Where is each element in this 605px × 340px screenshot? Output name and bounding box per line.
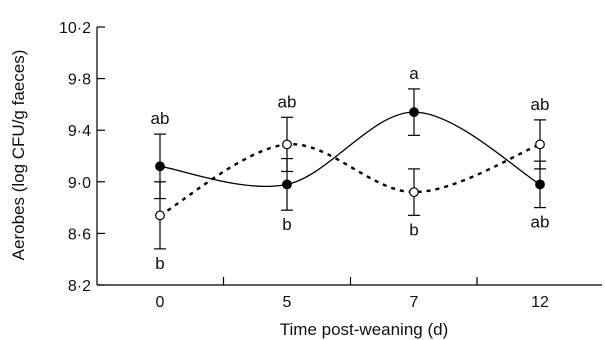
data-point xyxy=(409,107,419,118)
significance-label: b xyxy=(155,254,164,273)
data-point xyxy=(535,179,545,190)
y-tick-label: 9·8 xyxy=(68,72,91,89)
x-axis-label: Time post-weaning (d) xyxy=(280,320,449,339)
data-point xyxy=(155,161,165,172)
data-point xyxy=(282,179,292,190)
series-layer: ab b a ab b ab b ab xyxy=(151,64,550,273)
data-point xyxy=(535,139,545,150)
y-tick-label: 9·0 xyxy=(68,175,91,192)
significance-label: ab xyxy=(531,95,550,114)
significance-label: ab xyxy=(531,213,550,232)
significance-label: ab xyxy=(278,92,297,111)
x-tick-label: 7 xyxy=(410,294,419,311)
data-point xyxy=(409,187,419,198)
y-tick-label: 8·2 xyxy=(68,278,91,295)
data-point xyxy=(155,210,165,221)
x-tick-label: 5 xyxy=(283,294,292,311)
x-ticks: 0 5 7 12 xyxy=(156,277,549,311)
y-axis-label: Aerobes (log CFU/g faeces) xyxy=(9,50,28,261)
y-tick-label: 8·6 xyxy=(68,226,91,243)
y-tick-label: 10·2 xyxy=(59,20,91,37)
axes xyxy=(96,27,602,286)
significance-label: b xyxy=(409,220,418,239)
series-line xyxy=(159,143,541,217)
series-open: b ab b ab xyxy=(154,92,549,273)
significance-label: b xyxy=(282,215,291,234)
x-tick-label: 12 xyxy=(531,294,549,311)
significance-label: ab xyxy=(151,109,170,128)
y-tick-label: 9·4 xyxy=(68,123,91,140)
x-tick-label: 0 xyxy=(156,294,165,311)
data-point xyxy=(282,139,292,150)
series-filled: ab b a ab xyxy=(151,64,550,234)
series-line xyxy=(159,111,541,188)
y-ticks: 8·2 8·6 9·0 9·4 9·8 10·2 xyxy=(59,20,105,295)
significance-label: a xyxy=(409,64,419,83)
